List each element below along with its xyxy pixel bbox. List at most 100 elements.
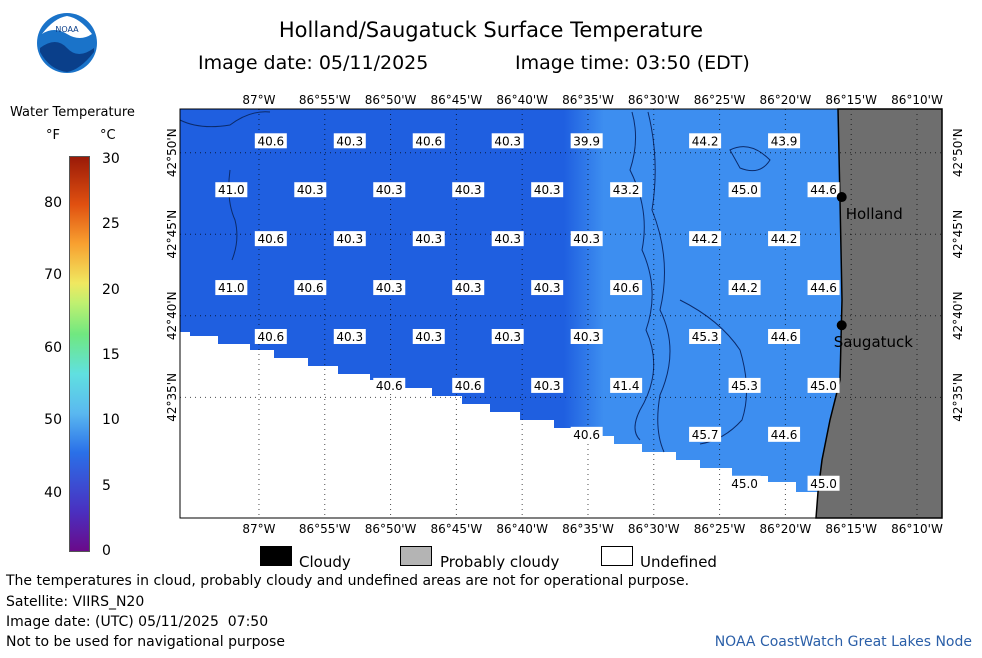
legend-title: Water Temperature (10, 105, 135, 120)
undefined-swatch (601, 546, 633, 566)
longitude-label: 86°35'W (562, 522, 614, 536)
temperature-label: 40.6 (573, 428, 600, 442)
temperature-label-box (689, 231, 722, 247)
cloudy-label: Cloudy (299, 553, 351, 571)
temperature-label: 45.0 (810, 477, 837, 491)
latitude-label: 42°45'N (951, 210, 965, 259)
temperature-label-box (728, 182, 761, 198)
temperature-label-box (768, 328, 801, 344)
temperature-label-box (531, 280, 564, 296)
latitude-label: 42°45'N (165, 210, 179, 259)
legend-c-tick: 20 (102, 281, 120, 298)
legend-f-tick: 60 (44, 339, 62, 356)
longitude-label: 86°25'W (694, 93, 746, 107)
temperature-label-box (412, 231, 445, 247)
temperature-label-box (373, 280, 406, 296)
legend-c-tick: 10 (102, 412, 120, 429)
legend-f-tick: 70 (44, 267, 62, 284)
temperature-label: 40.3 (573, 232, 600, 246)
legend-unit-f: °F (46, 128, 60, 143)
legend-c-tick: 0 (102, 543, 111, 559)
temperature-label-box (412, 328, 445, 344)
temperature-label: 45.0 (731, 477, 758, 491)
longitude-label: 86°40'W (496, 93, 548, 107)
temperature-label-box (531, 182, 564, 198)
temperature-label-box (333, 133, 366, 149)
longitude-label: 86°55'W (299, 93, 351, 107)
temperature-label-box (570, 231, 603, 247)
temperature-label: 44.6 (771, 330, 798, 344)
longitude-label: 86°45'W (431, 522, 483, 536)
lake-michigan-water (180, 109, 842, 492)
temperature-label-box (689, 328, 722, 344)
legend-c-tick: 15 (102, 347, 120, 363)
temperature-label: 40.3 (336, 232, 363, 246)
noaa-logo: NOAA (36, 12, 98, 74)
temperature-label-box (333, 328, 366, 344)
temperature-label: 40.6 (415, 134, 442, 148)
temperature-label-box (610, 182, 643, 198)
latitude-label: 42°40'N (951, 291, 965, 340)
longitude-label: 86°45'W (431, 93, 483, 107)
legend-f-tick: 40 (44, 484, 62, 501)
temperature-label: 40.3 (494, 134, 521, 148)
temperature-label-box (807, 377, 840, 393)
temperature-label: 40.3 (336, 330, 363, 344)
temperature-label: 40.3 (494, 330, 521, 344)
temperature-label: 40.3 (573, 330, 600, 344)
temperature-label-box (491, 133, 524, 149)
temperature-label: 40.3 (376, 183, 403, 197)
longitude-label: 86°35'W (562, 93, 614, 107)
legend-c-tick: 25 (102, 216, 120, 233)
temperature-label-box (807, 182, 840, 198)
place-marker (836, 192, 847, 203)
place-label: Holland (846, 205, 903, 223)
temperature-label: 45.0 (731, 183, 758, 197)
footer-satellite: Satellite: VIIRS_N20 (6, 594, 145, 610)
undefined-label: Undefined (640, 553, 717, 571)
temperature-label: 41.0 (218, 183, 245, 197)
temperature-label: 44.2 (692, 134, 719, 148)
legend-c-tick: 30 (102, 151, 120, 167)
temperature-contour (729, 146, 771, 172)
latitude-label: 42°50'N (165, 128, 179, 177)
longitude-label: 86°15'W (825, 522, 877, 536)
temperature-label: 40.3 (494, 232, 521, 246)
latitude-label: 42°50'N (951, 128, 965, 177)
legend-f-tick: 80 (44, 194, 62, 211)
temperature-label-box (689, 426, 722, 442)
temperature-label-box (689, 133, 722, 149)
longitude-label: 86°55'W (299, 522, 351, 536)
longitude-label: 86°10'W (891, 522, 943, 536)
temperature-label-box (215, 280, 248, 296)
legend-f-tick: 50 (44, 412, 62, 429)
temperature-label: 45.0 (810, 379, 837, 393)
temperature-label: 40.3 (376, 281, 403, 295)
temperature-label-box (254, 328, 287, 344)
legend-unit-c: °C (100, 128, 116, 143)
temperature-label-box (491, 231, 524, 247)
temperature-label: 40.6 (376, 379, 403, 393)
temperature-label-box (491, 328, 524, 344)
temperature-label-box (294, 280, 327, 296)
temperature-label: 43.9 (771, 134, 798, 148)
temperature-label: 40.6 (455, 379, 482, 393)
temperature-label: 44.6 (771, 428, 798, 442)
temperature-label-box (728, 377, 761, 393)
temperature-label: 40.3 (455, 183, 482, 197)
latitude-label: 42°40'N (165, 291, 179, 340)
temperature-label: 40.3 (415, 232, 442, 246)
temperature-label: 44.2 (731, 281, 758, 295)
page-title: Holland/Saugatuck Surface Temperature (278, 18, 704, 42)
temperature-label: 45.3 (731, 379, 758, 393)
temperature-label: 45.3 (692, 330, 719, 344)
temperature-label-box (610, 280, 643, 296)
temperature-label-box (768, 231, 801, 247)
longitude-label: 87°W (242, 522, 275, 536)
probably-cloudy-label: Probably cloudy (440, 553, 560, 571)
noaa-logo-text: NOAA (55, 25, 79, 34)
temperature-label-box (254, 133, 287, 149)
temperature-label: 40.3 (455, 281, 482, 295)
temperature-label: 41.4 (613, 379, 640, 393)
temperature-label-box (728, 280, 761, 296)
